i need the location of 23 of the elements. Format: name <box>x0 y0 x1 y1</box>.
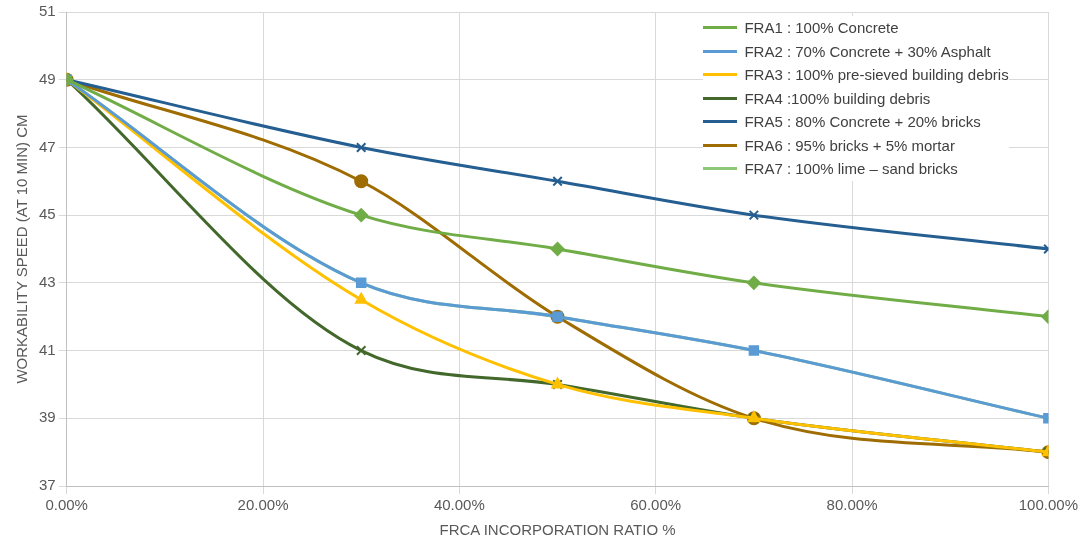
x-tick-label: 80.00% <box>826 496 878 514</box>
y-tick-label: 45 <box>39 205 56 223</box>
legend-label: FRA3 : 100% pre-sieved building debris <box>744 65 1009 85</box>
legend-label: FRA6 : 95% bricks + 5% mortar <box>744 135 955 156</box>
legend-label: FRA4 :100% building debris <box>744 88 931 109</box>
legend-label: FRA5 : 80% Concrete + 20% bricks <box>744 112 981 132</box>
legend-label: FRA2 : 70% Concrete + 30% Asphalt <box>744 41 991 62</box>
x-tick-label: 60.00% <box>630 496 682 514</box>
y-tick-label: 51 <box>39 2 56 20</box>
x-tick-label: 0.00% <box>45 496 88 514</box>
y-tick-label: 49 <box>39 69 56 87</box>
y-tick-label: 39 <box>39 408 56 426</box>
legend-label: FRA7 : 100% lime – sand bricks <box>744 159 958 179</box>
legend-label: FRA1 : 100% Concrete <box>744 18 899 38</box>
y-tick-label: 37 <box>39 476 56 494</box>
y-tick-label: 43 <box>39 273 56 290</box>
x-tick-label: 20.00% <box>237 496 289 514</box>
x-tick-label: 100.00% <box>1018 496 1078 514</box>
x-tick-label: 40.00% <box>433 496 485 514</box>
y-tick-label: 41 <box>39 340 56 358</box>
y-axis-title: WORKABILITY SPEED (AT 10 MIN) CM <box>13 114 31 384</box>
y-tick-label: 47 <box>39 137 56 155</box>
x-axis-title: FRCA INCORPORATION RATIO % <box>439 521 676 539</box>
